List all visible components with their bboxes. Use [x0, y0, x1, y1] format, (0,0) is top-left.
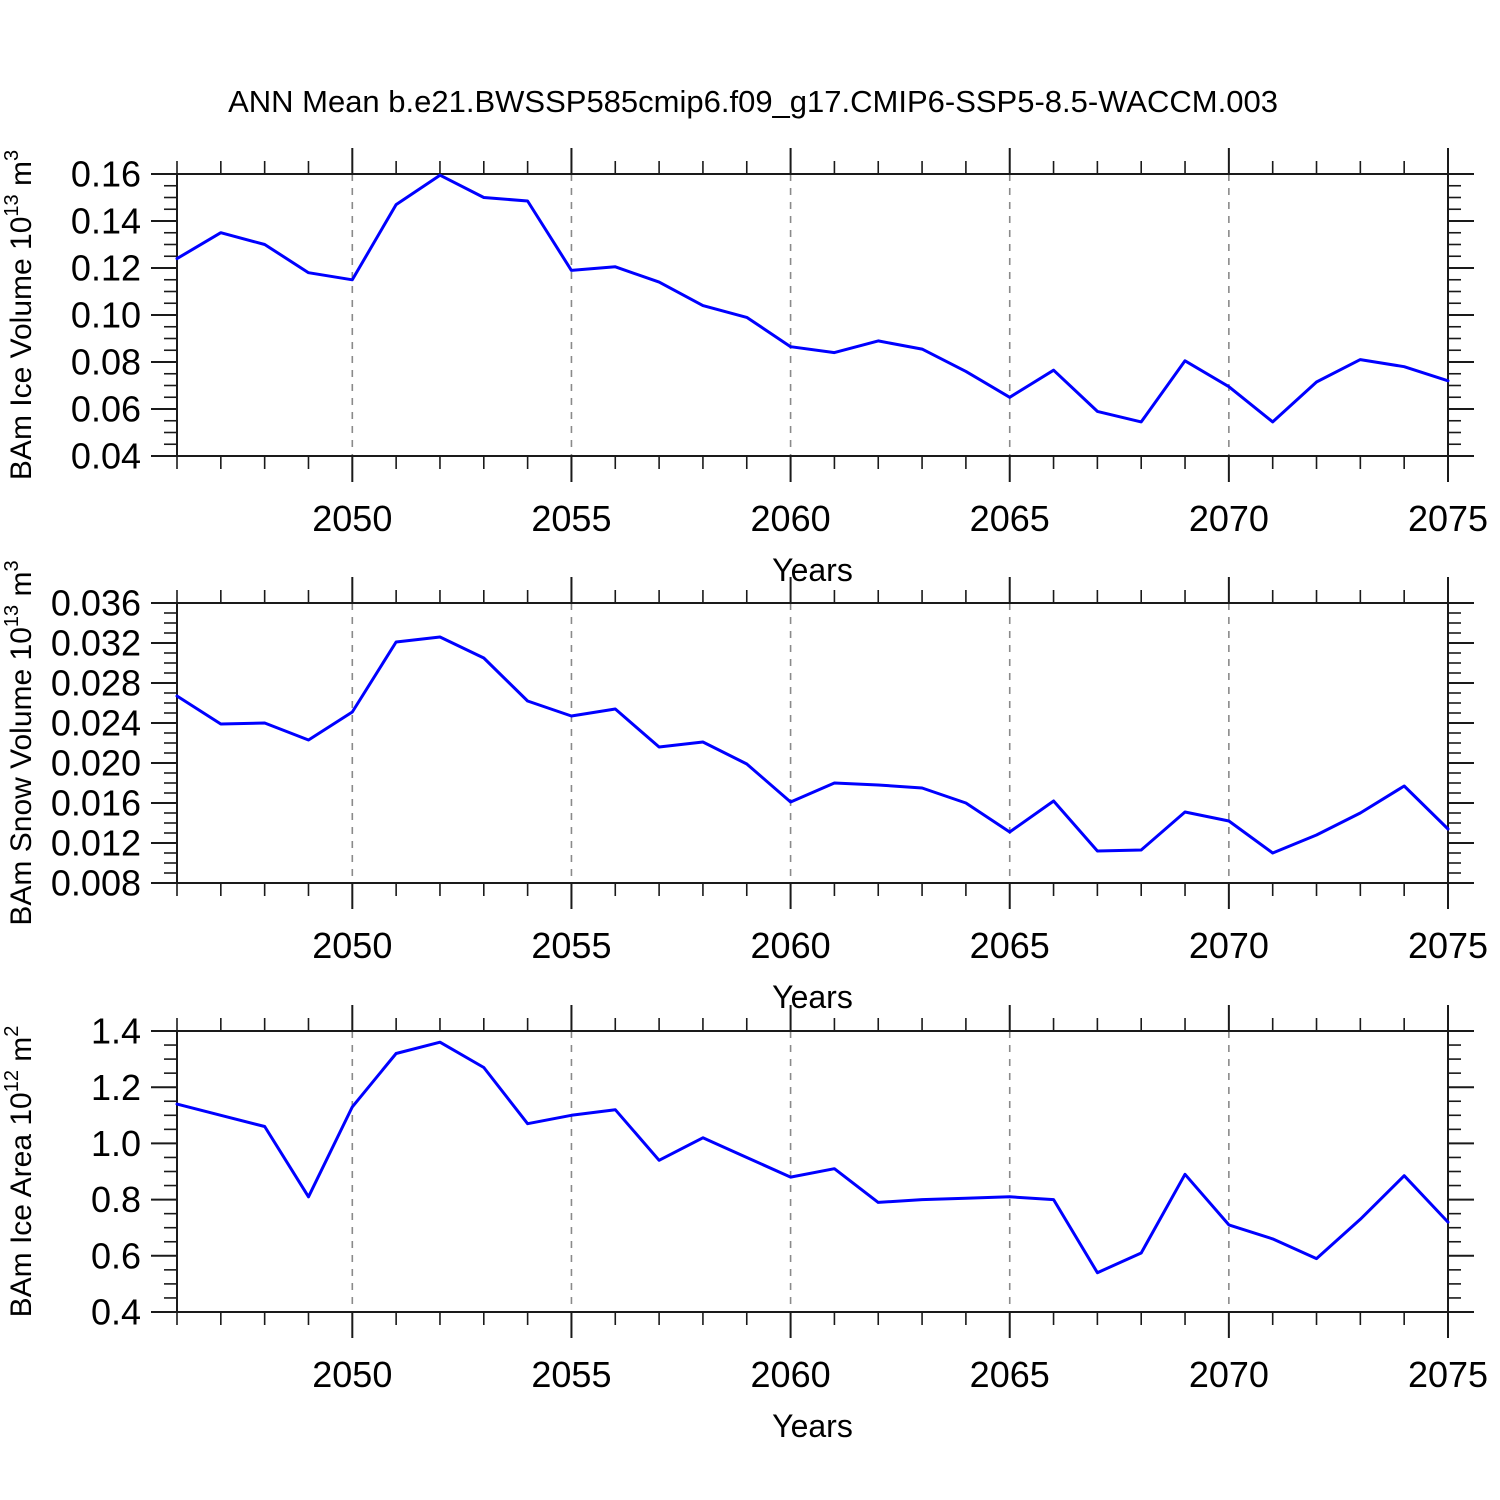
x-tick-label: 2050 — [312, 498, 392, 539]
y-tick-label: 0.036 — [51, 583, 141, 624]
plot-border — [176, 1030, 1449, 1313]
x-axis-title: Years — [772, 979, 853, 1015]
y-tick-label: 0.032 — [51, 623, 141, 664]
panel-ice-volume: 2050 2055 2060 2065 2070 2075Years0.040.060.0… — [1, 148, 1488, 588]
panels-group: 2050 2055 2060 2065 2070 2075Years0.040.060.0… — [1, 148, 1488, 1444]
x-tick-label: 2070 — [1189, 925, 1269, 966]
y-tick-label: 0.12 — [71, 248, 141, 289]
x-tick-label: 2065 — [970, 1354, 1050, 1395]
y-tick-label: 1.4 — [91, 1011, 141, 1052]
y-tick-label: 0.16 — [71, 154, 141, 195]
plot-border — [176, 173, 1449, 457]
y-axis-title-ice-area: BAm Ice Area 1012 m2 — [1, 1026, 38, 1318]
x-tick-label: 2060 — [751, 498, 831, 539]
x-tick-label: 2050 — [312, 1354, 392, 1395]
x-tick-label: 2075 — [1408, 1354, 1488, 1395]
axis-ticks — [151, 148, 1474, 482]
x-tick-label: 2055 — [531, 1354, 611, 1395]
y-tick-label: 0.10 — [71, 295, 141, 336]
y-tick-label: 0.6 — [91, 1235, 141, 1276]
y-tick-label: 1.0 — [91, 1123, 141, 1164]
axis-ticks — [151, 577, 1474, 909]
x-tick-label: 2055 — [531, 498, 611, 539]
series-line-ice-volume — [175, 173, 1450, 424]
x-tick-label: 2070 — [1189, 498, 1269, 539]
y-tick-label: 1.2 — [91, 1067, 141, 1108]
y-tick-label: 0.028 — [51, 663, 141, 704]
x-tick-label: 2065 — [970, 925, 1050, 966]
x-tick-label: 2060 — [751, 925, 831, 966]
y-tick-label: 0.04 — [71, 436, 141, 477]
x-tick-labels: 2050 2055 2060 2065 2070 2075 — [312, 925, 1488, 966]
y-axis-title-snow-volume: BAm Snow Volume 1013 m3 — [1, 560, 38, 925]
y-tick-label: 0.012 — [51, 823, 141, 864]
series-line-snow-volume — [175, 635, 1450, 855]
y-tick-label: 0.020 — [51, 743, 141, 784]
panel-ice-area: 2050 2055 2060 2065 2070 2075 Years 0.4 0.6 0.8 1.… — [1, 1005, 1488, 1444]
x-axis-title: Years — [772, 1408, 853, 1444]
axis-ticks — [151, 1005, 1474, 1338]
y-tick-label: 0.8 — [91, 1179, 141, 1220]
x-tick-label: 2075 — [1408, 925, 1488, 966]
gridlines — [351, 1031, 1230, 1312]
x-tick-label: 2060 — [751, 1354, 831, 1395]
y-tick-label: 0.016 — [51, 783, 141, 824]
gridlines — [351, 174, 1230, 456]
series-line-ice-area — [175, 1040, 1450, 1275]
x-tick-label: 2065 — [970, 498, 1050, 539]
y-tick-label: 0.4 — [91, 1292, 141, 1333]
y-tick-labels: 0.04 0.06 0.08 0.10 0.12 0.14 0.16 — [71, 154, 141, 477]
x-tick-labels: 2050 2055 2060 2065 2070 2075 — [312, 1354, 1488, 1395]
x-tick-label: 2050 — [312, 925, 392, 966]
panel-snow-volume: 2050 2055 2060 2065 2070 2075Years0.0080.0120… — [1, 560, 1488, 1015]
x-tick-label: 2075 — [1408, 498, 1488, 539]
x-axis-title: Years — [772, 552, 853, 588]
x-tick-label: 2055 — [531, 925, 611, 966]
y-tick-label: 0.008 — [51, 863, 141, 904]
y-tick-label: 0.14 — [71, 201, 141, 242]
y-axis-title-ice-volume: BAm Ice Volume 1013 m3 — [1, 150, 38, 480]
gridlines — [351, 603, 1230, 883]
y-tick-label: 0.08 — [71, 342, 141, 383]
chart-title: ANN Mean b.e21.BWSSP585cmip6.f09_g17.CMI… — [228, 84, 1278, 119]
y-tick-label: 0.024 — [51, 703, 141, 744]
y-tick-labels: 0.4 0.6 0.8 1.0 1.2 1.4 — [91, 1011, 141, 1333]
plot-border — [176, 602, 1449, 884]
y-tick-label: 0.06 — [71, 389, 141, 430]
x-tick-label: 2070 — [1189, 1354, 1269, 1395]
x-tick-labels: 2050 2055 2060 2065 2070 2075 — [312, 498, 1488, 539]
